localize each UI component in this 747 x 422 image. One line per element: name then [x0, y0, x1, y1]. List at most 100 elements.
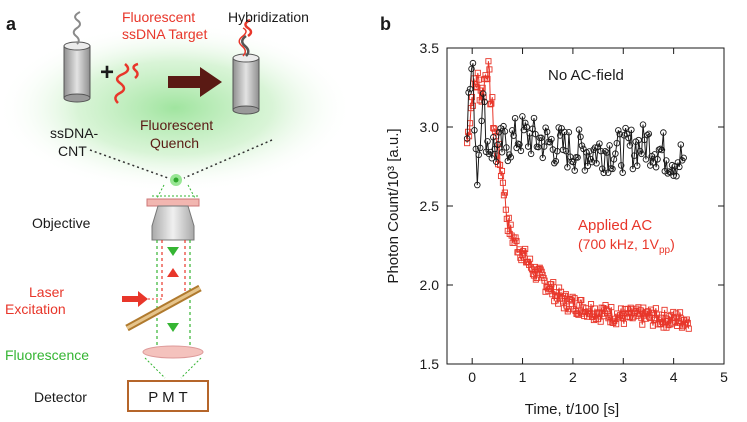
data-point-no-ac	[628, 126, 635, 134]
data-point-no-ac	[622, 124, 629, 132]
data-point-no-ac	[564, 164, 571, 171]
data-point-no-ac	[471, 127, 478, 134]
data-point-no-ac	[561, 128, 568, 136]
data-point-applied-ac	[499, 179, 506, 186]
data-point-applied-ac	[487, 101, 494, 108]
x-tick-label: 1	[519, 369, 527, 385]
ssdna-cnt-cylinder	[63, 11, 91, 103]
data-point-applied-ac	[604, 307, 611, 315]
zoom-line-left	[89, 149, 169, 179]
data-point-no-ac	[670, 172, 677, 179]
data-point-applied-ac	[684, 319, 691, 327]
data-point-applied-ac	[613, 321, 620, 328]
data-point-applied-ac	[469, 102, 477, 109]
data-point-applied-ac	[496, 161, 504, 169]
data-point-no-ac	[494, 141, 501, 149]
data-point-no-ac	[469, 59, 477, 67]
data-point-no-ac	[631, 152, 638, 159]
data-point-applied-ac	[532, 276, 539, 283]
data-point-applied-ac	[673, 310, 680, 317]
series-line-applied-ac	[466, 61, 690, 330]
data-point-no-ac	[660, 129, 667, 136]
hybridization-arrow	[168, 67, 222, 97]
data-point-no-ac	[619, 169, 626, 176]
data-point-applied-ac	[683, 316, 690, 323]
y-tick-label: 3.5	[420, 40, 440, 56]
data-point-applied-ac	[489, 94, 496, 101]
data-point-applied-ac	[651, 314, 658, 322]
data-point-applied-ac	[665, 322, 672, 329]
data-point-no-ac	[593, 160, 600, 167]
arrow-down-green-2	[167, 323, 179, 332]
ssdna-strand	[72, 11, 81, 45]
data-point-no-ac	[565, 129, 573, 136]
data-point-applied-ac	[575, 311, 582, 318]
data-point-no-ac	[546, 139, 554, 146]
data-point-applied-ac	[464, 140, 471, 147]
target-strand	[114, 63, 130, 104]
data-point-no-ac	[527, 150, 535, 158]
data-point-applied-ac	[507, 221, 514, 228]
data-point-applied-ac	[491, 125, 498, 132]
data-point-applied-ac	[498, 167, 506, 175]
data-point-applied-ac	[583, 305, 590, 312]
annotation-applied-ac: Applied AC	[578, 217, 652, 234]
fluorescence-label: Fluorescence	[5, 347, 89, 363]
data-point-no-ac	[524, 143, 532, 150]
data-point-no-ac	[588, 158, 596, 166]
data-point-no-ac	[498, 148, 506, 156]
data-point-no-ac	[479, 90, 487, 97]
data-point-no-ac	[676, 163, 683, 171]
data-point-no-ac	[591, 144, 599, 151]
data-point-no-ac	[583, 149, 590, 156]
data-point-applied-ac	[590, 316, 597, 324]
data-point-applied-ac	[483, 75, 490, 82]
data-point-no-ac	[654, 156, 661, 163]
zoom-line-right	[183, 139, 273, 179]
data-point-no-ac	[555, 124, 562, 131]
data-point-applied-ac	[506, 230, 513, 237]
data-point-no-ac	[523, 123, 530, 131]
data-point-applied-ac	[508, 232, 515, 239]
data-point-no-ac	[603, 149, 610, 156]
data-point-no-ac	[658, 146, 666, 154]
data-point-no-ac	[529, 125, 536, 133]
data-point-no-ac	[538, 134, 545, 142]
data-point-applied-ac	[608, 304, 615, 311]
data-point-applied-ac	[605, 315, 612, 322]
x-tick-label: 5	[720, 369, 728, 385]
data-point-applied-ac	[519, 251, 526, 258]
data-point-no-ac	[633, 162, 641, 169]
data-point-no-ac	[616, 130, 624, 138]
data-point-applied-ac	[550, 279, 557, 286]
quench-label-1: Fluorescent	[140, 117, 213, 133]
data-point-applied-ac	[474, 69, 481, 76]
data-point-applied-ac	[571, 295, 578, 302]
hybridization-label: Hybridization	[228, 9, 309, 25]
data-point-applied-ac	[521, 250, 528, 257]
data-point-applied-ac	[617, 305, 625, 312]
data-point-applied-ac	[658, 314, 665, 321]
data-point-no-ac	[600, 169, 608, 177]
plot-frame	[446, 47, 725, 365]
plus-sign: +	[100, 59, 114, 86]
data-point-no-ac	[623, 130, 631, 138]
data-point-no-ac	[530, 114, 538, 122]
detector-label: Detector	[34, 389, 87, 405]
data-point-no-ac	[578, 142, 586, 149]
data-point-applied-ac	[527, 264, 535, 271]
data-point-no-ac	[516, 141, 523, 148]
cnt-label-2: CNT	[58, 143, 87, 159]
data-point-applied-ac	[486, 66, 493, 73]
data-point-no-ac	[472, 145, 480, 153]
data-point-applied-ac	[512, 234, 519, 241]
data-point-no-ac	[510, 132, 517, 139]
data-point-applied-ac	[484, 76, 491, 83]
data-point-no-ac	[507, 154, 514, 161]
cnt-label-1: ssDNA-	[50, 125, 99, 141]
data-point-applied-ac	[505, 214, 512, 221]
y-tick-label: 2.0	[420, 277, 440, 293]
objective-lens	[146, 198, 200, 241]
data-point-applied-ac	[627, 304, 634, 311]
data-point-no-ac	[519, 113, 526, 120]
